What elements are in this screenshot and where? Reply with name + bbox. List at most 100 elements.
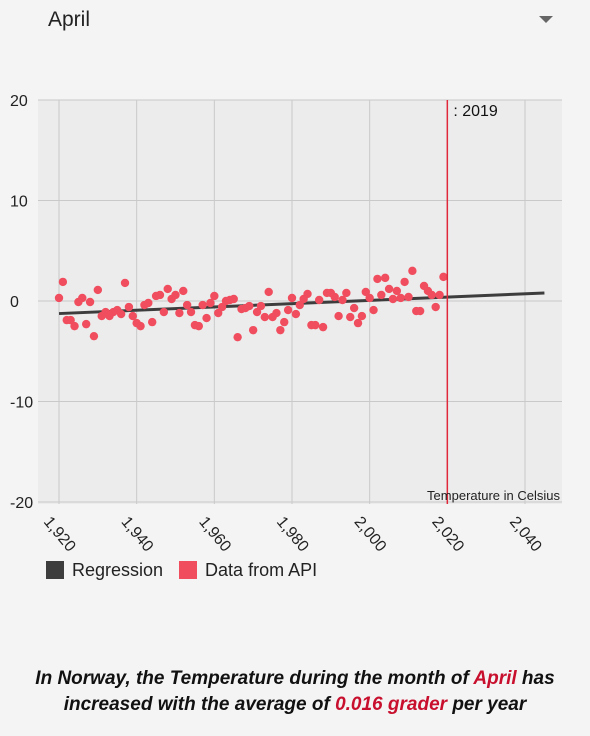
data-point bbox=[210, 291, 219, 301]
data-point bbox=[377, 290, 386, 300]
unit-label: Temperature in Celsius bbox=[427, 488, 560, 503]
x-axis-ticks: 1,920 1,940 1,960 1,980 2,000 2,020 2,040 bbox=[40, 514, 545, 556]
data-point bbox=[415, 306, 425, 316]
data-point bbox=[85, 297, 95, 307]
data-point bbox=[120, 278, 130, 288]
data-point bbox=[439, 272, 448, 282]
x-tick-label: 1,960 bbox=[195, 514, 234, 556]
data-point bbox=[54, 293, 64, 303]
data-point bbox=[330, 292, 339, 302]
summary-month: April bbox=[473, 668, 517, 689]
data-point bbox=[155, 290, 165, 300]
data-point bbox=[194, 321, 203, 331]
year-marker-label: : 2019 bbox=[453, 103, 498, 120]
summary-middle: has increased with the average of bbox=[63, 668, 555, 715]
summary-text: In Norway, the Temperature during the mo… bbox=[0, 666, 590, 718]
data-point bbox=[78, 293, 87, 303]
data-point bbox=[175, 308, 184, 318]
data-point bbox=[245, 301, 254, 311]
data-point bbox=[283, 305, 293, 315]
data-point bbox=[365, 293, 374, 303]
y-tick-label: 0 bbox=[10, 294, 19, 311]
x-tick-label: 2,020 bbox=[428, 514, 467, 556]
legend-label-regression: Regression bbox=[72, 559, 164, 580]
data-point bbox=[361, 287, 370, 297]
data-point bbox=[206, 298, 215, 308]
legend-item-data[interactable]: Data from API bbox=[179, 560, 317, 581]
data-point bbox=[233, 332, 242, 342]
data-point bbox=[295, 300, 304, 310]
data-point bbox=[252, 307, 262, 317]
data-point bbox=[66, 315, 75, 325]
data-point bbox=[248, 325, 258, 335]
data-point bbox=[311, 320, 320, 330]
data-point bbox=[349, 303, 359, 313]
data-point bbox=[342, 288, 351, 298]
x-tick-label: 2,040 bbox=[506, 514, 545, 556]
data-point bbox=[116, 309, 126, 319]
data-point bbox=[214, 308, 223, 318]
data-point bbox=[353, 318, 363, 328]
legend: Regression Data from API bbox=[46, 558, 333, 582]
data-point bbox=[171, 290, 180, 300]
data-point bbox=[392, 286, 402, 296]
data-point bbox=[128, 311, 137, 321]
data-point bbox=[388, 294, 398, 304]
data-point bbox=[272, 308, 281, 318]
data-point bbox=[287, 293, 297, 303]
data-point bbox=[373, 274, 382, 284]
summary-rate: 0.016 grader bbox=[335, 694, 448, 715]
data-point bbox=[93, 285, 103, 295]
data-point bbox=[396, 293, 405, 303]
data-point bbox=[404, 292, 413, 302]
data-point bbox=[256, 301, 266, 311]
x-tick-label: 1,940 bbox=[118, 514, 157, 556]
data-point bbox=[202, 313, 211, 323]
data-point bbox=[264, 287, 273, 297]
y-tick-label: 10 bbox=[10, 194, 28, 211]
data-point bbox=[318, 322, 328, 332]
data-point bbox=[217, 302, 227, 312]
data-point bbox=[369, 305, 378, 315]
data-point bbox=[136, 321, 145, 331]
data-points bbox=[54, 266, 448, 342]
data-point bbox=[159, 307, 169, 317]
data-point bbox=[334, 311, 343, 321]
data-point bbox=[276, 325, 285, 335]
data-point bbox=[314, 295, 324, 305]
data-point bbox=[435, 290, 444, 300]
data-point bbox=[144, 298, 153, 308]
y-tick-label: -20 bbox=[10, 495, 33, 512]
data-point bbox=[427, 290, 436, 300]
data-point bbox=[124, 302, 134, 312]
data-swatch bbox=[179, 561, 198, 579]
data-point bbox=[81, 319, 91, 329]
data-point bbox=[89, 331, 99, 341]
regression-swatch bbox=[46, 561, 64, 579]
data-point bbox=[346, 312, 355, 322]
y-axis-ticks: 20 10 0 -10 -20 bbox=[10, 93, 33, 512]
x-tick-label: 2,000 bbox=[351, 514, 390, 556]
data-point bbox=[182, 300, 192, 310]
data-point bbox=[58, 277, 68, 287]
data-point bbox=[384, 284, 394, 294]
summary-suffix: per year bbox=[447, 694, 527, 715]
data-point bbox=[291, 309, 301, 319]
month-select-value: April bbox=[48, 8, 91, 31]
data-point bbox=[431, 302, 440, 312]
y-tick-label: 20 bbox=[10, 93, 28, 110]
data-point bbox=[408, 266, 417, 276]
legend-item-regression[interactable]: Regression bbox=[46, 560, 163, 581]
temperature-chart: 20 10 0 -10 -20 1,920 1,940 1,960 1,980 2,000 2,0… bbox=[10, 93, 562, 556]
data-point bbox=[381, 273, 390, 283]
dropdown-caret-icon bbox=[539, 16, 553, 23]
data-point bbox=[400, 277, 409, 287]
data-point bbox=[338, 295, 347, 305]
data-point bbox=[198, 300, 207, 310]
data-point bbox=[179, 286, 188, 296]
data-point bbox=[280, 317, 289, 327]
data-point bbox=[163, 284, 172, 294]
data-point bbox=[229, 294, 238, 304]
month-select[interactable]: April bbox=[0, 0, 590, 44]
y-tick-label: -10 bbox=[10, 395, 33, 412]
